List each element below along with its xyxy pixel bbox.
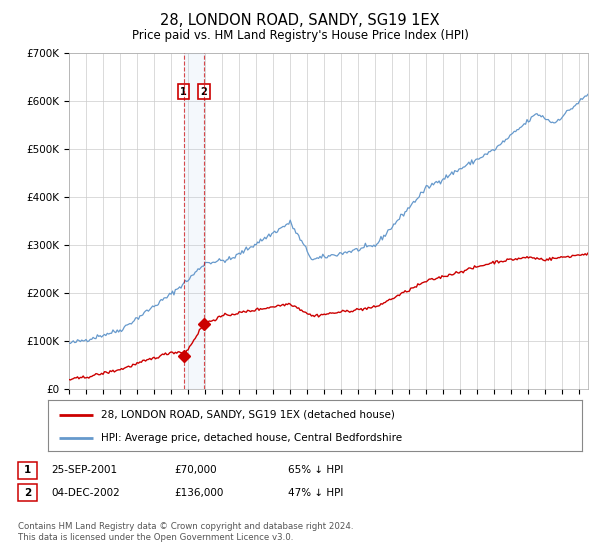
Text: 28, LONDON ROAD, SANDY, SG19 1EX (detached house): 28, LONDON ROAD, SANDY, SG19 1EX (detach… xyxy=(101,409,395,419)
Text: 2: 2 xyxy=(24,488,31,498)
Text: 47% ↓ HPI: 47% ↓ HPI xyxy=(288,488,343,498)
Text: 28, LONDON ROAD, SANDY, SG19 1EX: 28, LONDON ROAD, SANDY, SG19 1EX xyxy=(160,13,440,28)
Text: 65% ↓ HPI: 65% ↓ HPI xyxy=(288,465,343,475)
Text: 1: 1 xyxy=(24,465,31,475)
Text: This data is licensed under the Open Government Licence v3.0.: This data is licensed under the Open Gov… xyxy=(18,533,293,542)
Text: Contains HM Land Registry data © Crown copyright and database right 2024.: Contains HM Land Registry data © Crown c… xyxy=(18,522,353,531)
Text: HPI: Average price, detached house, Central Bedfordshire: HPI: Average price, detached house, Cent… xyxy=(101,433,403,443)
Text: Price paid vs. HM Land Registry's House Price Index (HPI): Price paid vs. HM Land Registry's House … xyxy=(131,29,469,42)
Text: £70,000: £70,000 xyxy=(174,465,217,475)
Text: 1: 1 xyxy=(180,87,187,97)
Text: 2: 2 xyxy=(200,87,207,97)
Bar xyxy=(184,53,204,389)
Text: 04-DEC-2002: 04-DEC-2002 xyxy=(51,488,120,498)
Text: £136,000: £136,000 xyxy=(174,488,223,498)
Text: 25-SEP-2001: 25-SEP-2001 xyxy=(51,465,117,475)
